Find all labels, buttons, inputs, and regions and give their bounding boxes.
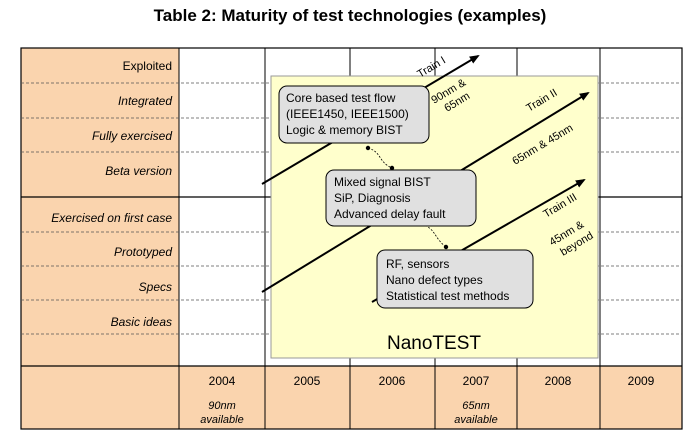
year-row-band: [21, 366, 682, 429]
nanotest-label: NanoTEST: [387, 333, 481, 354]
year-2007: 2007: [463, 374, 490, 388]
core-box-line3: Logic & memory BIST: [286, 123, 403, 137]
table-title: Table 2: Maturity of test technologies (…: [153, 6, 547, 25]
mixed-box-line1: Mixed signal BIST: [334, 175, 431, 189]
row-label-exploited: Exploited: [123, 59, 172, 73]
rf-sensors-box: [376, 249, 534, 309]
row-label-integrated: Integrated: [118, 94, 172, 108]
row-label-fully-exercised: Fully exercised: [92, 129, 172, 143]
year-2009: 2009: [628, 374, 655, 388]
year-2004: 2004: [209, 374, 236, 388]
mixed-signal-box: [325, 169, 477, 227]
note-2007-line2: available: [454, 414, 497, 426]
rf-box-line1: RF, sensors: [386, 257, 449, 271]
core-box-line1: Core based test flow: [286, 91, 396, 105]
rf-box-line2: Nano defect types: [386, 273, 483, 287]
year-2006: 2006: [379, 374, 406, 388]
core-based-test-box: [278, 85, 430, 144]
year-2005: 2005: [294, 374, 321, 388]
note-2004-line1: 90nm: [208, 400, 236, 412]
note-2004-line2: available: [200, 414, 243, 426]
rf-box-line3: Statistical test methods: [386, 289, 509, 303]
row-label-basic-ideas: Basic ideas: [111, 315, 172, 329]
mixed-box-line3: Advanced delay fault: [334, 207, 446, 221]
row-label-prototyped: Prototyped: [114, 245, 172, 259]
row-label-beta-version: Beta version: [105, 164, 172, 178]
row-label-column: [21, 48, 179, 366]
row-label-specs: Specs: [139, 280, 172, 294]
row-label-exercised-first-case: Exercised on first case: [51, 211, 172, 225]
year-2008: 2008: [545, 374, 572, 388]
core-box-line2: (IEEE1450, IEEE1500): [286, 107, 409, 121]
box-connectors: [365, 145, 449, 250]
note-2007-line1: 65nm: [462, 400, 490, 412]
mixed-box-line2: SiP, Diagnosis: [334, 191, 411, 205]
